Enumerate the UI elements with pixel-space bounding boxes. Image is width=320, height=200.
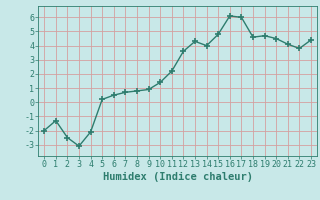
X-axis label: Humidex (Indice chaleur): Humidex (Indice chaleur): [103, 172, 252, 182]
